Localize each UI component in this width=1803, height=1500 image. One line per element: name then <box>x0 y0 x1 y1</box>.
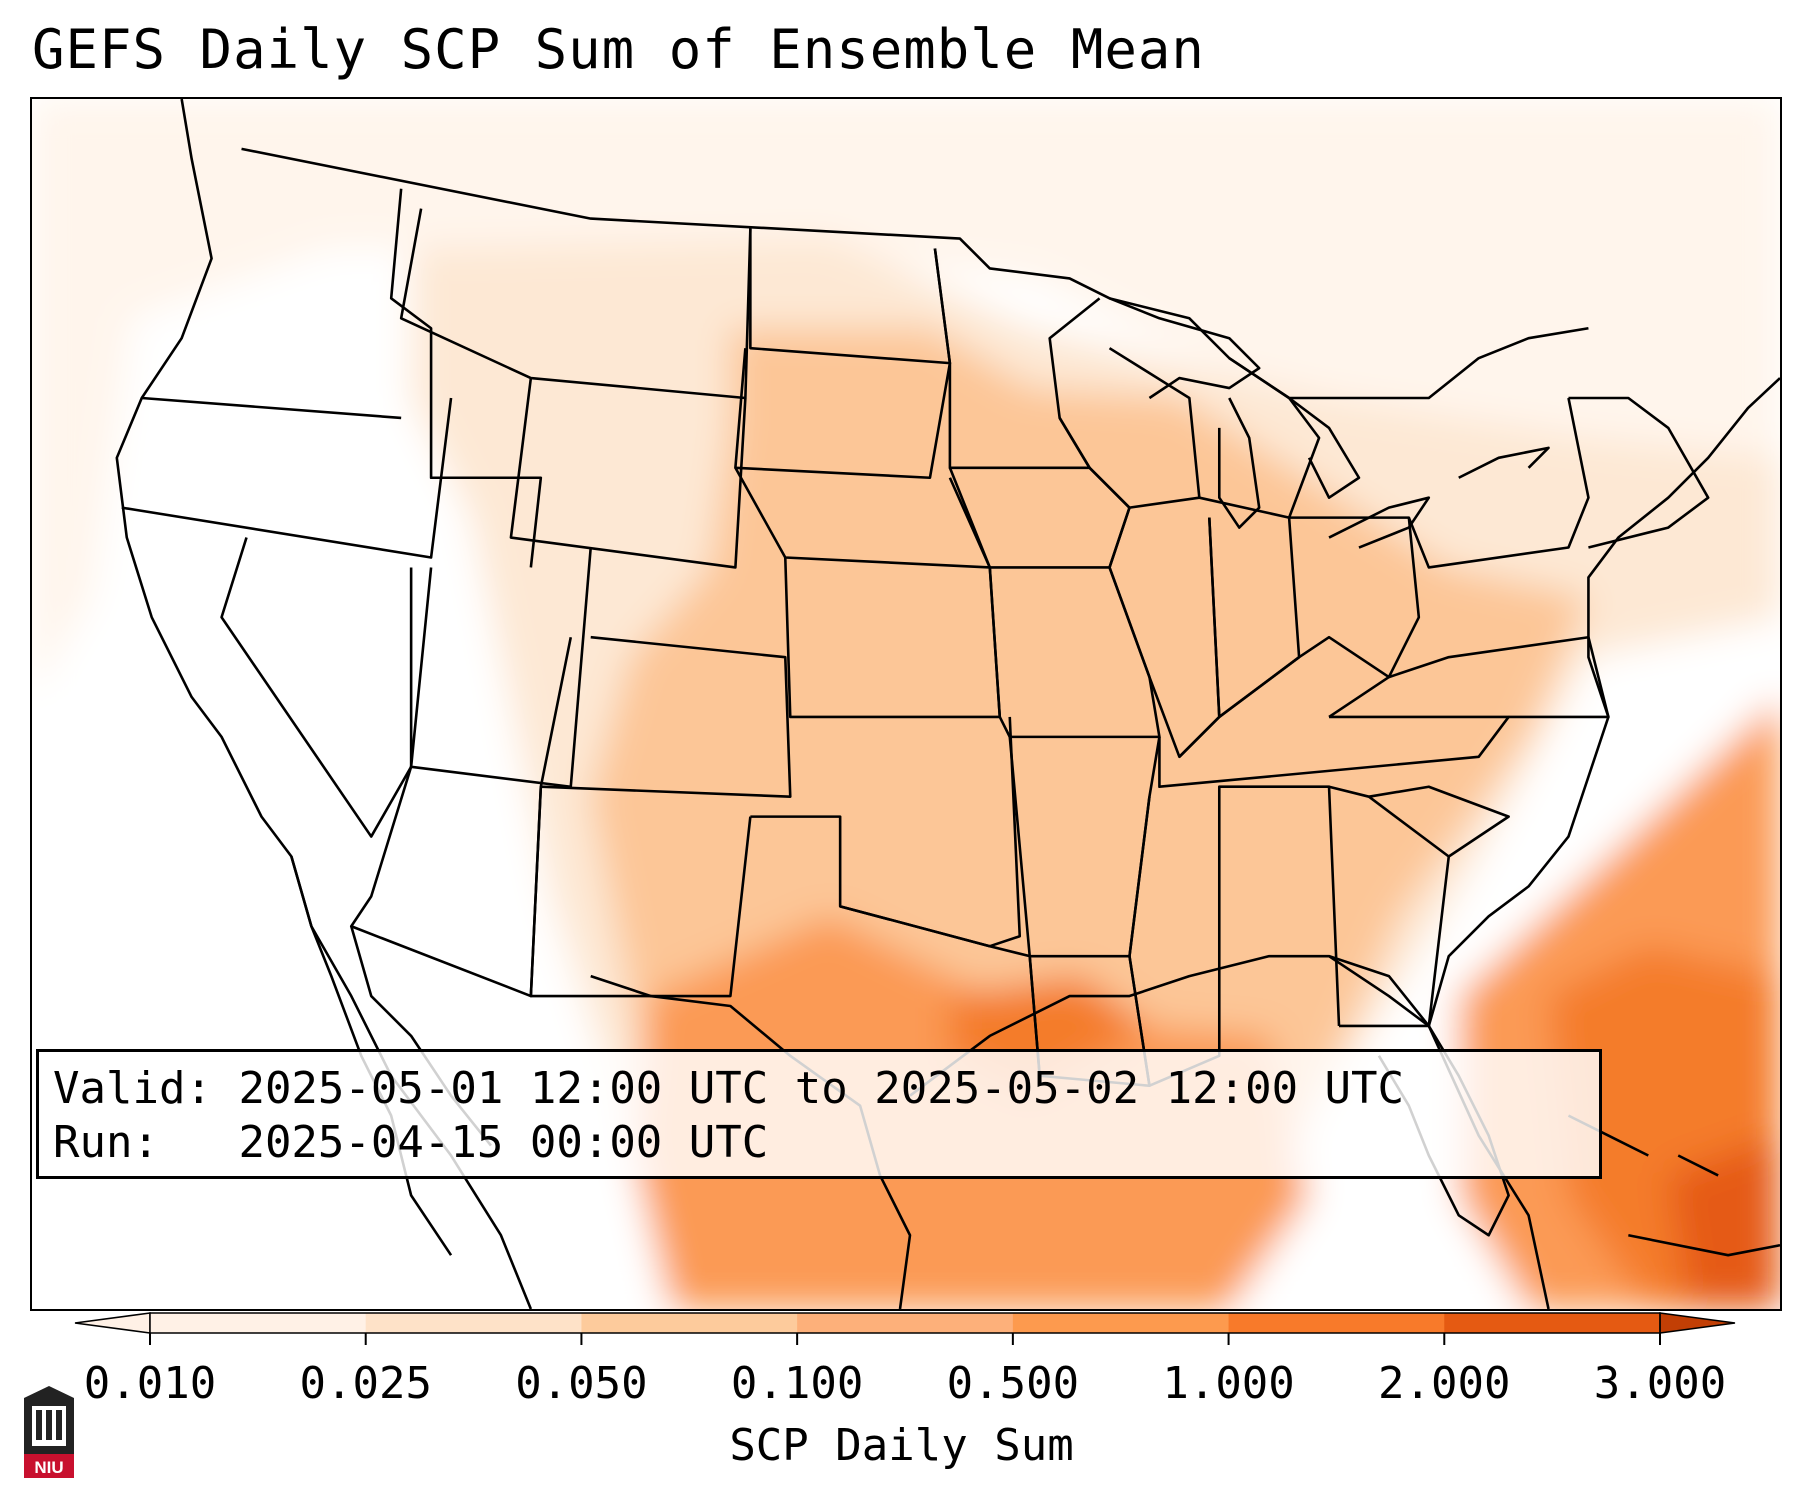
colorbar-tick-label: 2.000 <box>1378 1358 1511 1409</box>
state-line-wy <box>509 377 747 569</box>
state-line-ne-states <box>1568 396 1710 549</box>
page-title: GEFS Daily SCP Sum of Ensemble Mean <box>32 18 1205 81</box>
niu-logo-text: NIU <box>34 1458 63 1477</box>
state-line-co <box>539 635 792 798</box>
state-line-va-nc <box>1388 635 1610 719</box>
colorbar-tick-label: 0.500 <box>946 1358 1080 1409</box>
valid-label: Valid: <box>53 1063 212 1114</box>
state-line-sc <box>1368 785 1510 858</box>
state-line-pa-ny <box>1407 397 1590 569</box>
niu-logo: NIU <box>24 1386 74 1478</box>
colorbar-segment <box>1444 1313 1661 1333</box>
colorbar-tick-label: 3.000 <box>1593 1358 1727 1409</box>
colorbar-outline <box>149 1312 1661 1334</box>
state-line-mi <box>1199 357 1321 519</box>
state-line-wa-or <box>141 396 402 420</box>
us-canada-border <box>241 147 1589 400</box>
colorbar-segment <box>365 1313 582 1333</box>
great-lakes <box>1109 297 1550 549</box>
state-line-tn <box>1158 715 1510 789</box>
state-line-ne <box>734 467 992 569</box>
state-line-nv <box>220 537 413 838</box>
run-label: Run: <box>53 1117 159 1168</box>
colorbar-tick-label: 0.025 <box>299 1358 432 1409</box>
colorbar-segment <box>150 1313 367 1333</box>
state-line-id <box>389 188 543 568</box>
colorbar-tick-label: 1.000 <box>1162 1358 1295 1409</box>
colorbar-tick-label: 0.100 <box>730 1358 864 1409</box>
colorbar-tick-label: 0.010 <box>83 1358 217 1409</box>
valid-info-box: Valid: 2025-05-01 12:00 UTC to 2025-05-0… <box>36 1049 1602 1179</box>
state-line-sd <box>734 348 952 480</box>
colorbar-tick-label: 0.050 <box>515 1358 648 1409</box>
state-line-wi <box>1058 347 1201 509</box>
state-line-or-ca <box>121 397 453 559</box>
run-value: 2025-04-15 00:00 UTC <box>238 1117 769 1168</box>
state-line-ky <box>1178 635 1391 758</box>
colorbar-segment <box>797 1313 1014 1333</box>
state-line-in-oh <box>1208 516 1421 719</box>
colorbar-label: SCP Daily Sum <box>729 1420 1074 1471</box>
colorbar-extend-low <box>74 1312 151 1334</box>
colorbar-segment <box>1228 1313 1445 1333</box>
state-line-ut <box>409 547 593 789</box>
valid-value: 2025-05-01 12:00 UTC to 2025-05-02 12:00… <box>238 1063 1405 1114</box>
field-level-7 <box>1668 1135 1780 1309</box>
colorbar-segment <box>1012 1313 1230 1333</box>
colorbar-segment <box>581 1313 798 1333</box>
east-coast <box>1427 377 1780 1027</box>
state-line-nm <box>529 786 752 998</box>
colorbar-extend-high <box>1659 1312 1736 1334</box>
